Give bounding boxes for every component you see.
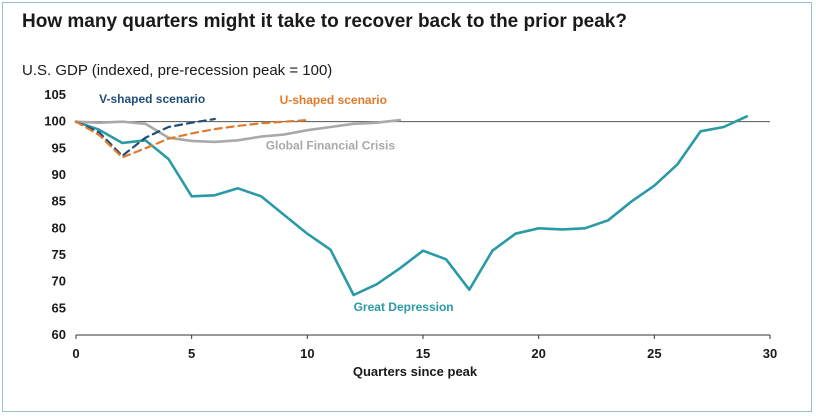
y-tick-label: 70 (52, 274, 66, 289)
annotation-great-depression: Great Depression (354, 300, 454, 314)
y-tick-label: 90 (52, 167, 66, 182)
x-tick-label: 15 (416, 346, 430, 361)
y-tick-label: 85 (52, 194, 66, 209)
series-lines (74, 115, 749, 297)
x-tick-label: 0 (72, 346, 79, 361)
chart-frame (2, 2, 812, 412)
series-line-great-depression (74, 115, 749, 297)
y-tick-label: 105 (44, 87, 66, 102)
y-tick-label: 60 (52, 327, 66, 342)
y-tick-label: 95 (52, 140, 66, 155)
y-tick-label: 80 (52, 220, 66, 235)
annotation-u-shaped-scenario: U-shaped scenario (280, 93, 387, 107)
x-tick-label: 30 (763, 346, 777, 361)
annotation-global-financial-crisis: Global Financial Crisis (266, 138, 396, 152)
chart-title: How many quarters might it take to recov… (22, 11, 627, 32)
annotation-v-shaped-scenario: V-shaped scenario (99, 92, 205, 106)
y-tick-label: 100 (44, 114, 66, 129)
x-tick-label: 20 (531, 346, 545, 361)
series-line-v-shaped-scenario (74, 117, 216, 157)
series-line-global-financial-crisis (74, 118, 402, 144)
x-tick-label: 5 (188, 346, 195, 361)
y-tick-label: 75 (52, 247, 66, 262)
axes: 60 65 70 75 80 85 90 95 100 105 0 5 10 15 20 25 30 Quarte… (44, 87, 777, 379)
y-tick-label: 65 (52, 300, 66, 315)
annotations: V-shaped scenario U-shaped scenario Global… (99, 92, 454, 314)
chart-subtitle: U.S. GDP (indexed, pre-recession peak = … (22, 62, 333, 79)
x-tick-label: 10 (300, 346, 314, 361)
x-axis-label: Quarters since peak (353, 364, 478, 379)
series-line-u-shaped-scenario (74, 118, 309, 159)
x-tick-label: 25 (647, 346, 661, 361)
